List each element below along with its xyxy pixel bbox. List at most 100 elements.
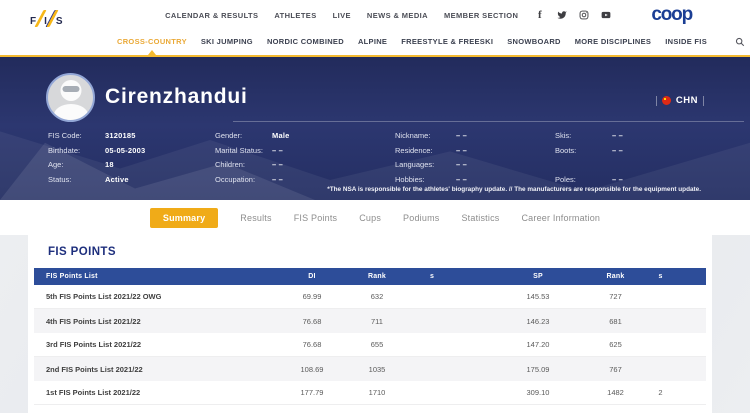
athlete-avatar (46, 73, 95, 122)
points-list-name: 3rd FIS Points List 2021/22 (46, 340, 142, 349)
discipline-tab-nordic-combined[interactable]: NORDIC COMBINED (266, 37, 344, 46)
bio-label: Boots: (555, 145, 577, 155)
bio-field-status: Status: Active (48, 173, 215, 188)
nation-code: CHN (675, 95, 698, 106)
bio-label: Skis: (555, 131, 572, 140)
discipline-tab-more-disciplines[interactable]: MORE DISCIPLINES (574, 37, 652, 46)
points-value: 711 (371, 316, 383, 326)
bio-value: – – (612, 131, 624, 140)
coop-logo[interactable]: coop (651, 4, 693, 25)
fis-points-row[interactable]: 4th FIS Points List 2021/22 76.68 711 146.2… (34, 309, 706, 333)
hero-divider (233, 121, 744, 122)
bio-column-4: Skis: – – Boots: – – Poles: – – (555, 129, 742, 187)
top-nav-item-calendar-results[interactable]: CALENDAR & RESULTS (165, 10, 259, 20)
top-nav-item-member-section[interactable]: MEMBER SECTION (443, 10, 519, 20)
content-area: FIS POINTS FIS Points List DI Rank s SP Rank s… (0, 235, 750, 413)
avatar-shoulders (53, 104, 88, 120)
column-header-di-1: DI (308, 273, 316, 280)
athlete-bio-grid: FIS Code: 3120185 Birthdate: 05-05-2003 Age:… (48, 129, 742, 187)
discipline-tab-snowboard[interactable]: SNOWBOARD (507, 37, 561, 46)
bio-column-3: Nickname: – – Residence: – – Languages: – – Ho… (395, 129, 555, 187)
points-value: 625 (609, 340, 622, 349)
points-value: 108.69 (300, 364, 324, 374)
bio-label: Occupation: (215, 174, 256, 184)
bio-field-gender: Gender: Male (215, 129, 395, 144)
fis-points-row[interactable]: 5th FIS Points List 2021/22 OWG 69.99 632 1… (34, 285, 706, 309)
nation-badge: CHN (655, 95, 704, 106)
column-header-s-3: s (429, 273, 435, 280)
bio-value: 18 (105, 160, 114, 169)
table-body: 5th FIS Points List 2021/22 OWG 69.99 632 1… (34, 285, 706, 405)
points-value: 1035 (368, 364, 386, 374)
bio-value: Active (105, 174, 129, 184)
top-header: F I S CALENDAR & RESULTS ATHLETES LIVE NEWS… (0, 0, 750, 30)
table-header-row: FIS Points List DI Rank s SP Rank s (34, 268, 706, 285)
bio-field-residence: Residence: – – (395, 144, 555, 159)
bio-value: Male (272, 131, 290, 140)
youtube-icon[interactable] (600, 10, 611, 21)
bio-column-1: FIS Code: 3120185 Birthdate: 05-05-2003 Age:… (48, 129, 215, 187)
discipline-tab-freestyle-freeski[interactable]: FREESTYLE & FREESKI (401, 37, 494, 46)
badge-bar (655, 95, 657, 106)
bio-field-fis-code: FIS Code: 3120185 (48, 129, 215, 144)
fis-logo[interactable]: F I S (30, 5, 63, 27)
athlete-name: Cirenzhandui (105, 85, 248, 108)
tab-results[interactable]: Results (240, 212, 272, 223)
bio-field-birthdate: Birthdate: 05-05-2003 (48, 144, 215, 159)
column-header-fis-points-list-0: FIS Points List (46, 273, 98, 280)
bio-label: Poles: (555, 174, 576, 184)
fis-points-row[interactable]: 2nd FIS Points List 2021/22 108.69 1035 175… (34, 357, 706, 381)
avatar-goggles (62, 86, 79, 92)
points-list-name: 4th FIS Points List 2021/22 (46, 316, 141, 326)
top-nav-item-news-media[interactable]: NEWS & MEDIA (366, 10, 428, 20)
bio-label: Status: (48, 174, 72, 184)
bio-label: Languages: (395, 160, 435, 169)
column-header-rank-2: Rank (368, 273, 386, 280)
tab-statistics[interactable]: Statistics (461, 212, 500, 223)
bio-value: – – (272, 174, 284, 184)
tab-fis-points[interactable]: FIS Points (293, 212, 338, 223)
fis-points-row[interactable]: 3rd FIS Points List 2021/22 76.68 655 147.2… (34, 333, 706, 357)
points-value: 145.53 (526, 292, 550, 301)
instagram-icon[interactable] (578, 10, 589, 21)
bio-value: – – (272, 160, 284, 169)
points-value: 175.09 (526, 364, 550, 374)
badge-bar (703, 95, 704, 106)
points-value: 767 (609, 364, 622, 374)
fis-points-card: FIS POINTS FIS Points List DI Rank s SP Rank s… (28, 235, 712, 413)
fis-points-row[interactable]: 1st FIS Points List 2021/22 177.79 1710 309… (34, 381, 706, 405)
bio-field-poles: Poles: – – (555, 173, 742, 188)
chn-flag-icon (661, 96, 671, 105)
bio-label: Birthdate: (48, 145, 81, 155)
tab-career-information[interactable]: Career Information (521, 212, 601, 223)
bio-value: – – (456, 131, 468, 140)
discipline-tab-inside-fis[interactable]: INSIDE FIS (665, 37, 707, 46)
bio-label: Hobbies: (395, 174, 425, 184)
points-value: 146.23 (526, 316, 550, 326)
bio-field-occupation: Occupation: – – (215, 173, 395, 188)
bio-field-skis: Skis: – – (555, 129, 742, 144)
top-nav: CALENDAR & RESULTS ATHLETES LIVE NEWS & MED… (165, 11, 518, 20)
points-value: 69.99 (302, 292, 322, 301)
discipline-tab-alpine[interactable]: ALPINE (357, 37, 388, 46)
top-nav-item-athletes[interactable]: ATHLETES (274, 10, 317, 20)
tab-cups[interactable]: Cups (359, 212, 382, 223)
points-value: 309.10 (526, 388, 550, 397)
discipline-tab-cross-country[interactable]: CROSS-COUNTRY (117, 37, 187, 46)
points-list-name: 1st FIS Points List 2021/22 (46, 388, 141, 397)
bio-column-2: Gender: Male Marital Status: – – Children: – … (215, 129, 395, 187)
tab-summary[interactable]: Summary (149, 207, 219, 228)
discipline-tab-ski-jumping[interactable]: SKI JUMPING (200, 37, 253, 46)
search-icon[interactable] (735, 37, 745, 47)
tab-podiums[interactable]: Podiums (403, 212, 440, 223)
bio-value: – – (612, 145, 624, 155)
points-list-name: 2nd FIS Points List 2021/22 (46, 364, 143, 374)
social-icons: f (534, 9, 611, 21)
bio-label: Age: (48, 160, 64, 169)
twitter-icon[interactable] (556, 10, 567, 21)
bio-label: Children: (215, 160, 246, 169)
bio-value: 05-05-2003 (105, 145, 146, 155)
top-nav-item-live[interactable]: LIVE (332, 10, 351, 20)
facebook-icon[interactable]: f (537, 9, 542, 21)
bio-field-hobbies: Hobbies: – – (395, 173, 555, 188)
